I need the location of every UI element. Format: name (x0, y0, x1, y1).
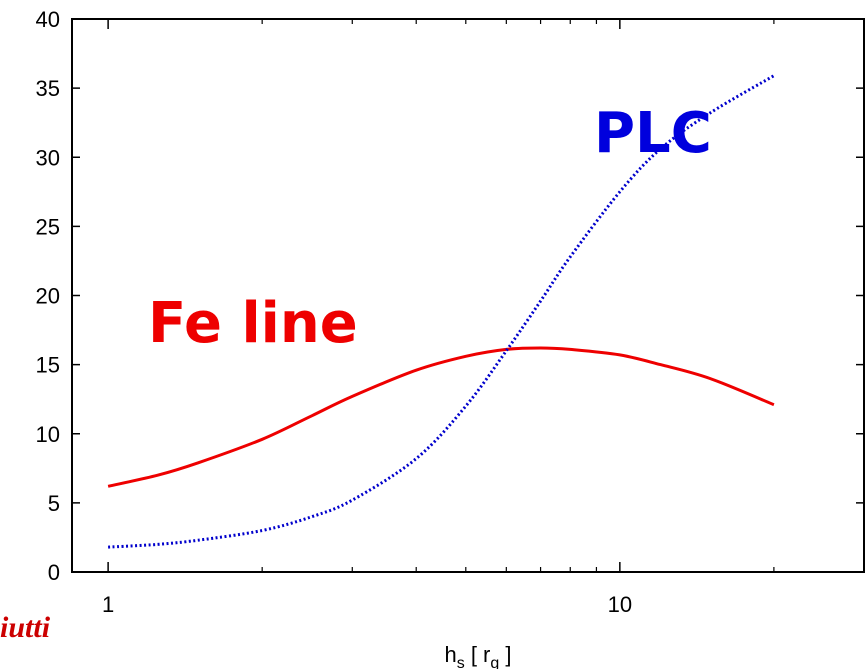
y-tick-label: 35 (36, 76, 60, 101)
y-tick-label: 10 (36, 422, 60, 447)
y-tick-label: 40 (36, 7, 60, 32)
axis-ticks (72, 18, 864, 573)
series-label-plc: PLC (594, 101, 712, 166)
y-tick-label: 20 (36, 284, 60, 309)
y-tick-label: 0 (48, 560, 60, 585)
series-line-fe-line (107, 346, 775, 488)
y-tick-label: 5 (48, 491, 60, 516)
y-tick-label: 30 (36, 145, 60, 170)
series-group (107, 74, 775, 549)
y-tick-labels: 0 5 10 15 20 25 30 35 40 (36, 7, 60, 585)
x-axis-title: hs [ rg ] (444, 642, 511, 669)
credit-text: iutti (0, 611, 51, 644)
y-tick-label: 15 (36, 353, 60, 378)
series-label-fe-line: Fe line (148, 291, 358, 356)
y-tick-label: 25 (36, 214, 60, 239)
x-tick-label: 10 (608, 592, 632, 617)
x-tick-labels: 1 10 (102, 592, 632, 617)
x-tick-label: 1 (102, 592, 114, 617)
